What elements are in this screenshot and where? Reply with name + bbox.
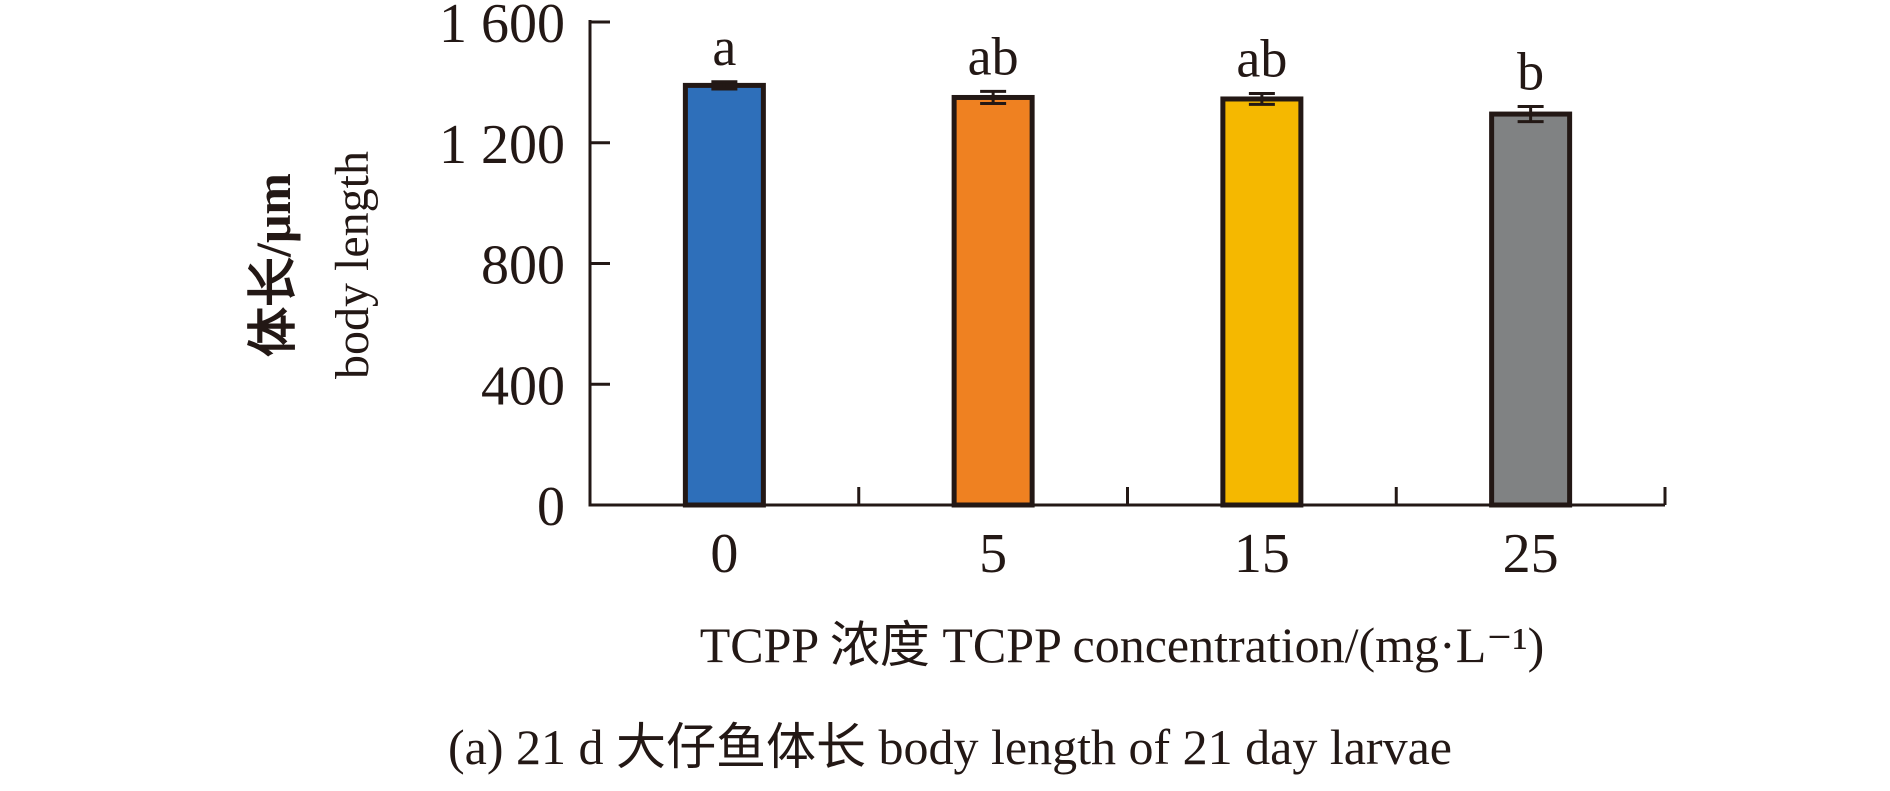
significance-letter: ab — [968, 26, 1019, 86]
bar — [1220, 96, 1304, 508]
bar — [1489, 111, 1573, 508]
significance-letter: ab — [1236, 29, 1287, 89]
y-tick-label: 1 600 — [439, 0, 565, 55]
significance-letter: b — [1517, 42, 1544, 102]
x-tick-label: 5 — [979, 523, 1007, 585]
figure-caption: (a) 21 d 大仔鱼体长 body length of 21 day lar… — [448, 719, 1452, 775]
plot-area: 0 400 800 1 200 1 600 a 0 ab 5 ab 15 b 25 — [439, 0, 1667, 585]
y-tick-label: 1 200 — [439, 114, 565, 176]
x-tick-label: 25 — [1503, 523, 1559, 585]
y-tick-label: 800 — [481, 235, 565, 297]
bar — [951, 94, 1035, 508]
x-axis-title: TCPP 浓度 TCPP concentration/(mg·L⁻¹) — [700, 617, 1545, 673]
significance-letter: a — [712, 17, 736, 77]
y-axis-title-cn: 体长/μm — [245, 173, 301, 357]
x-tick-label: 15 — [1234, 523, 1290, 585]
y-tick-label: 400 — [481, 355, 565, 417]
x-tick-label: 0 — [710, 523, 738, 585]
y-tick-label: 0 — [537, 476, 565, 538]
y-axis-title-en: body length — [326, 151, 379, 379]
bar — [682, 82, 766, 508]
